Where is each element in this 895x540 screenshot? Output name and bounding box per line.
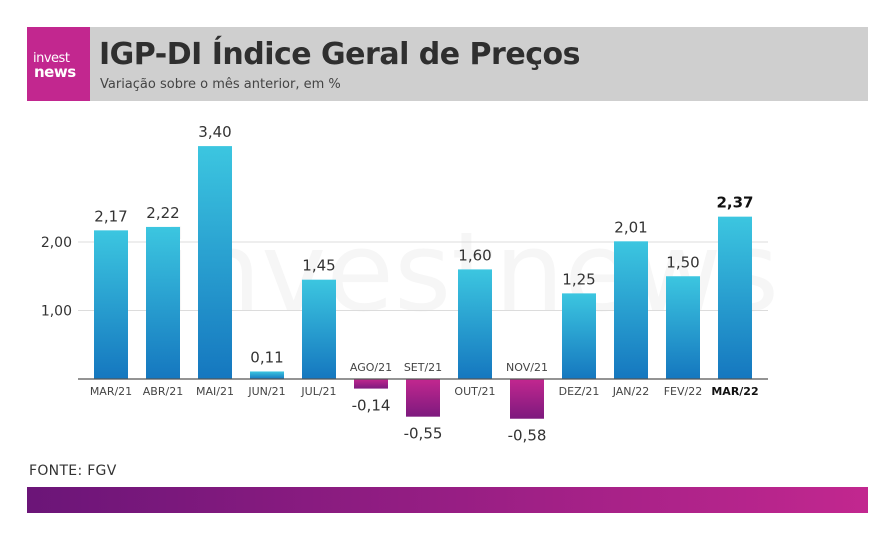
data-label: 2,37 [716, 194, 753, 212]
bar [250, 371, 284, 379]
logo-text-invest: invest [33, 51, 70, 66]
x-tick-label: MAR/22 [711, 385, 758, 398]
logo-text-news: news [34, 63, 76, 81]
chart-header: invest news IGP-DI Índice Geral de Preço… [27, 27, 868, 101]
x-tick-label: DEZ/21 [559, 385, 600, 398]
bar [718, 216, 752, 379]
bar [562, 293, 596, 379]
data-label: -0,14 [352, 397, 391, 415]
x-tick-label: MAI/21 [196, 385, 234, 398]
chart-subtitle: Variação sobre o mês anterior, em % [100, 77, 341, 92]
x-tick-label: NOV/21 [506, 361, 548, 374]
bar [666, 276, 700, 379]
data-label: 1,25 [562, 270, 595, 288]
investnews-logo: invest news [27, 27, 90, 101]
x-tick-label: JAN/22 [612, 385, 650, 398]
data-label: 0,11 [250, 348, 283, 366]
data-label: 2,22 [146, 204, 179, 222]
x-tick-label: FEV/22 [664, 385, 703, 398]
bar [510, 379, 544, 419]
bar [458, 269, 492, 379]
x-tick-label: AGO/21 [350, 361, 392, 374]
bar [406, 379, 440, 417]
footer-gradient-bar [27, 487, 868, 513]
source-note: FONTE: FGV [29, 463, 117, 479]
data-label: 1,50 [666, 253, 699, 271]
y-tick-label: 2,00 [41, 235, 72, 251]
x-tick-label: OUT/21 [454, 385, 495, 398]
data-label: 2,01 [614, 218, 647, 236]
data-label: -0,58 [508, 427, 547, 445]
data-label: -0,55 [404, 425, 443, 443]
x-tick-label: JUL/21 [300, 385, 336, 398]
bar [198, 146, 232, 379]
x-tick-label: MAR/21 [90, 385, 132, 398]
bar [146, 226, 180, 379]
x-tick-label: JUN/21 [247, 385, 285, 398]
bar [354, 379, 388, 389]
data-label: 1,45 [302, 257, 335, 275]
bar [302, 279, 336, 379]
data-label: 2,17 [94, 207, 127, 225]
bar [94, 230, 128, 379]
bar [614, 241, 648, 379]
data-label: 3,40 [198, 123, 231, 141]
x-tick-label: ABR/21 [143, 385, 183, 398]
chart-title: IGP-DI Índice Geral de Preços [99, 37, 580, 72]
y-tick-label: 1,00 [41, 304, 72, 320]
x-tick-label: SET/21 [404, 361, 442, 374]
data-label: 1,60 [458, 246, 491, 264]
